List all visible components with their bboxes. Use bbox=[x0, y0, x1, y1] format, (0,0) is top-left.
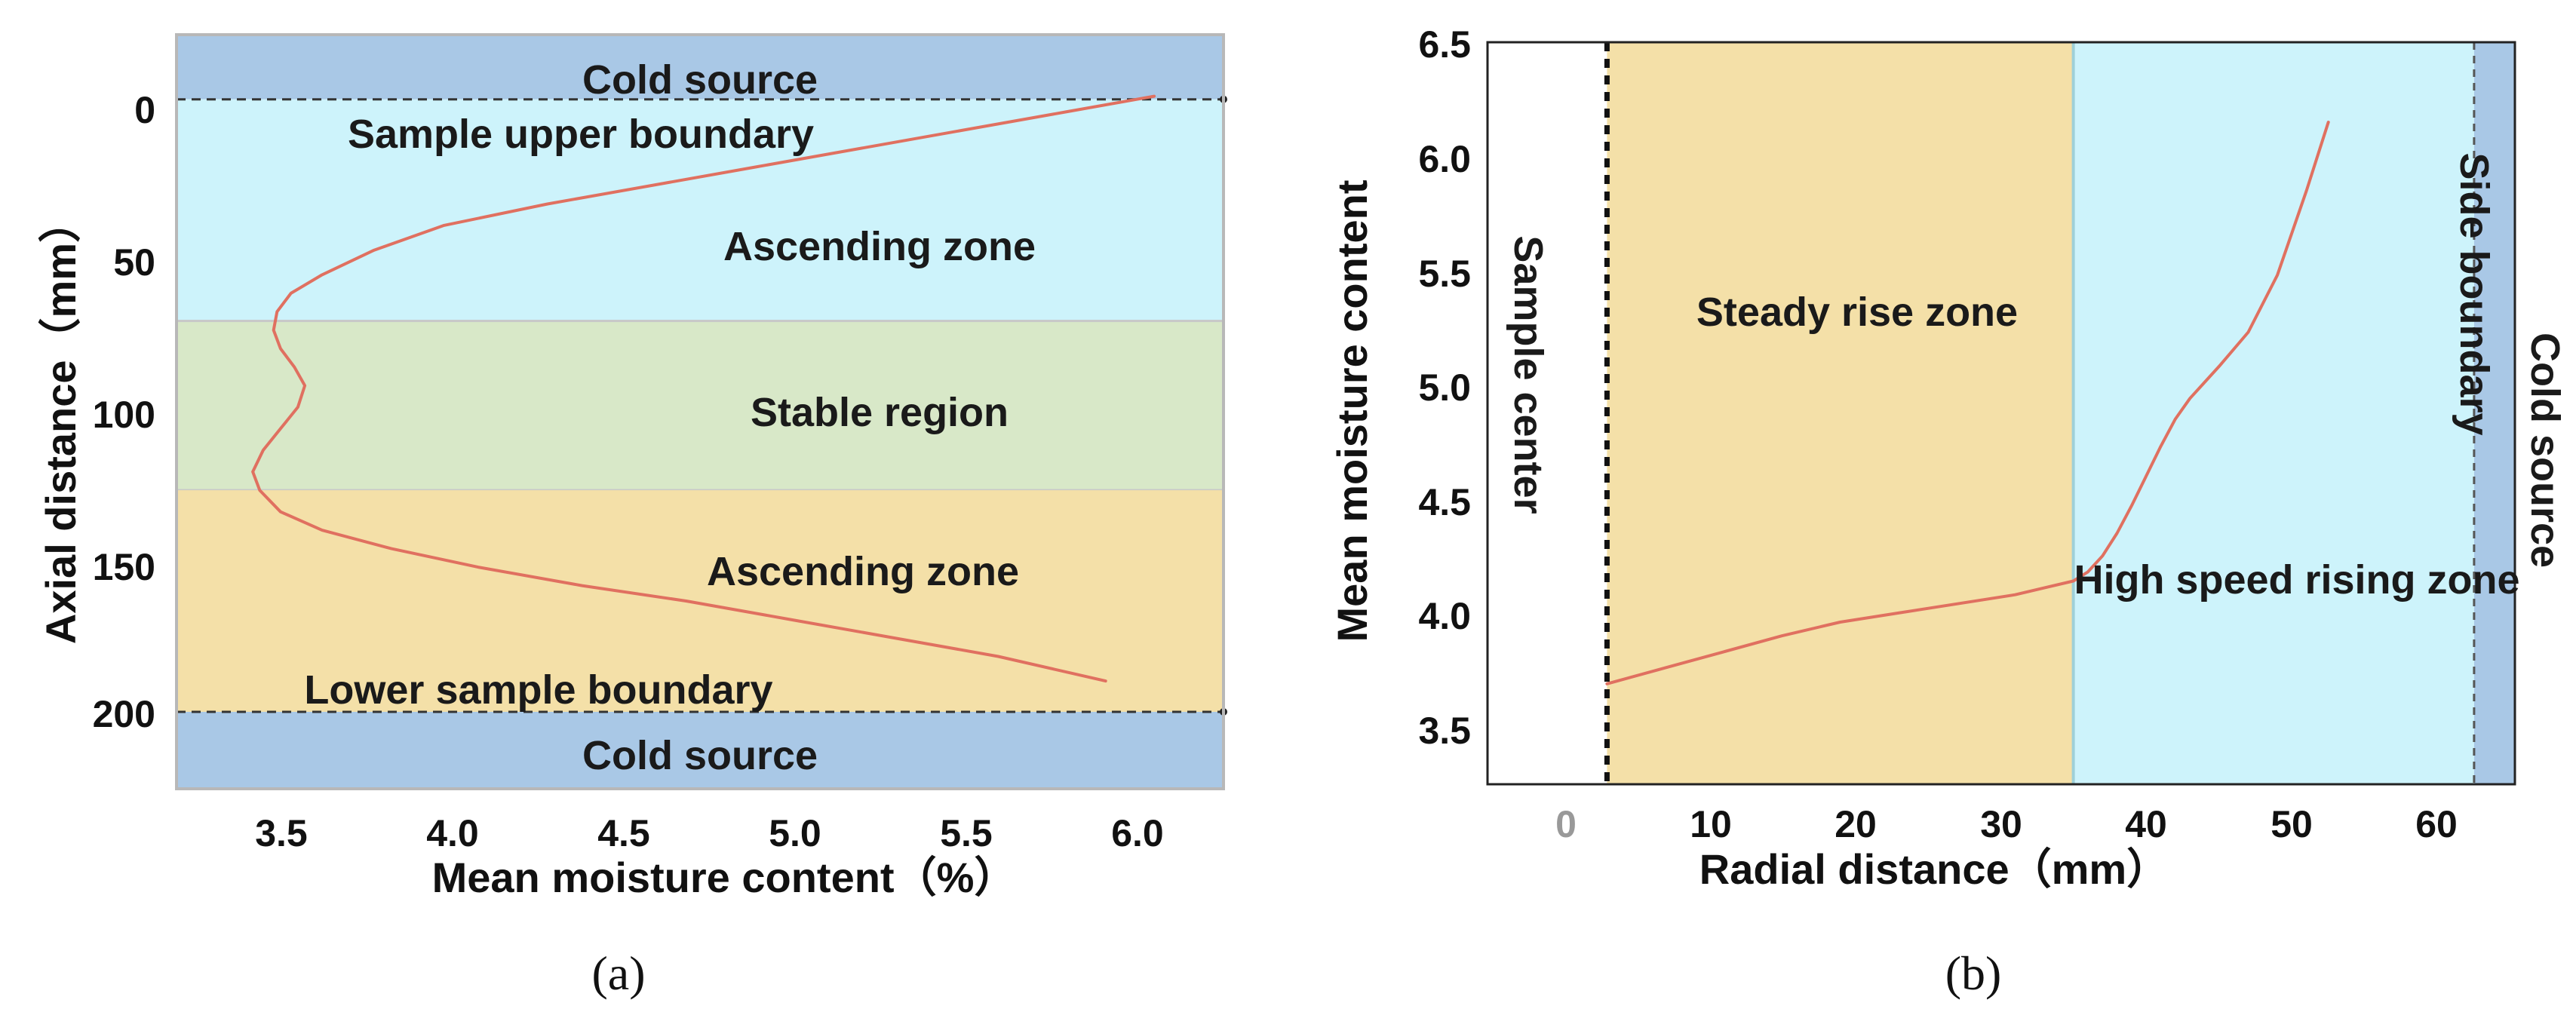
chart-a-region-label-cold-bottom: Cold source bbox=[582, 733, 818, 778]
chart-b-y-tick: 5.5 bbox=[1418, 253, 1471, 295]
chart-a-region-label-stable: Stable region bbox=[751, 390, 1009, 435]
chart-b-x-tick: 60 bbox=[2415, 803, 2458, 845]
chart-a-region-label-ascending-lower: Ascending zone bbox=[707, 549, 1019, 594]
chart-b-x-tick: 10 bbox=[1690, 803, 1732, 845]
chart-a-region bbox=[177, 711, 1224, 789]
chart-a-x-axis-label: Mean moisture content（%） bbox=[432, 854, 1017, 901]
chart-a-region-label-cold-top: Cold source bbox=[582, 57, 818, 103]
chart-b-y-tick: 6.0 bbox=[1418, 138, 1471, 180]
chart-a-series-line bbox=[251, 94, 1156, 683]
chart-a-y-axis-label: Axial distance（mm） bbox=[37, 201, 84, 644]
chart-a-region bbox=[177, 35, 1224, 100]
chart-b-y-tick: 4.0 bbox=[1418, 595, 1471, 637]
chart-a-y-tick: 50 bbox=[113, 241, 155, 284]
chart-b-series-line bbox=[1605, 121, 2330, 685]
chart-a-boundary-label-lower: Lower sample boundary bbox=[304, 667, 772, 713]
chart-a-y-tick: 100 bbox=[93, 394, 155, 436]
chart-b-region bbox=[2473, 42, 2515, 784]
chart-b-panel-label: (b) bbox=[1945, 946, 2002, 1000]
chart-a: Cold source Sample upper boundary Ascend… bbox=[37, 33, 1227, 1000]
chart-a-x-tick: 3.5 bbox=[255, 812, 308, 854]
chart-a-region bbox=[177, 490, 1224, 712]
chart-a-region bbox=[177, 99, 1224, 321]
chart-a-boundary-label-upper: Sample upper boundary bbox=[348, 112, 814, 157]
chart-b-region-label-high-speed: High speed rising zone bbox=[2074, 557, 2519, 603]
chart-b-boundary-label-side: Side boundary bbox=[2452, 152, 2497, 435]
chart-a-y-tick: 200 bbox=[93, 693, 155, 735]
chart-a-panel-label: (a) bbox=[591, 946, 645, 1000]
chart-b-region bbox=[1607, 42, 2074, 784]
chart-b: Steady rise zone High speed rising zone … bbox=[1328, 23, 2568, 1000]
chart-a-region-label-ascending-upper: Ascending zone bbox=[723, 224, 1036, 269]
chart-a-y-tick: 150 bbox=[93, 546, 155, 588]
chart-a-x-tick: 4.5 bbox=[597, 812, 650, 854]
chart-a-x-tick: 5.5 bbox=[940, 812, 993, 854]
chart-a-x-tick: 6.0 bbox=[1111, 812, 1164, 854]
chart-a-x-tick: 5.0 bbox=[769, 812, 821, 854]
chart-b-y-tick: 4.5 bbox=[1418, 481, 1471, 523]
chart-b-y-tick: 6.5 bbox=[1418, 23, 1471, 66]
chart-b-x-tick: 40 bbox=[2125, 803, 2167, 845]
chart-a-region bbox=[175, 320, 1225, 492]
chart-b-region-label-steady: Steady rise zone bbox=[1696, 290, 2018, 335]
chart-b-x-axis-label: Radial distance（mm） bbox=[1699, 845, 2169, 893]
chart-b-x-tick: 0 bbox=[1555, 803, 1577, 845]
chart-a-x-tick: 4.0 bbox=[426, 812, 479, 854]
chart-b-region-label-cold: Cold source bbox=[2522, 333, 2568, 568]
chart-b-plot-frame bbox=[1486, 41, 2516, 786]
chart-a-plot-frame bbox=[175, 33, 1225, 790]
chart-b-boundary-label-center: Sample center bbox=[1506, 235, 1551, 514]
chart-b-x-tick: 30 bbox=[1980, 803, 2022, 845]
chart-b-y-tick: 5.0 bbox=[1418, 366, 1471, 409]
chart-a-y-tick: 0 bbox=[134, 89, 155, 131]
chart-b-y-axis-label: Mean moisture content bbox=[1328, 180, 1376, 642]
chart-b-x-tick: 20 bbox=[1835, 803, 1877, 845]
chart-b-x-tick: 50 bbox=[2271, 803, 2313, 845]
chart-b-region bbox=[2073, 42, 2474, 784]
chart-b-y-tick: 3.5 bbox=[1418, 710, 1471, 752]
